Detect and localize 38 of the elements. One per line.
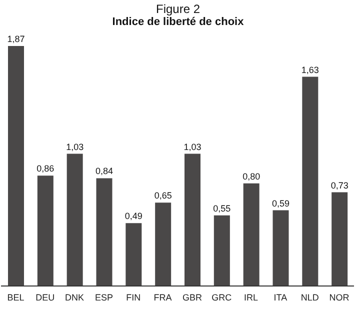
x-tick-label: ITA — [274, 292, 288, 302]
bar — [96, 178, 112, 286]
x-tick-label: DEU — [36, 292, 55, 302]
bar — [184, 154, 200, 286]
bar — [302, 76, 318, 286]
bar — [37, 176, 54, 286]
data-label: 0,84 — [95, 166, 114, 176]
data-label: 0,49 — [124, 211, 142, 222]
bar — [243, 183, 260, 286]
x-tick-label: BEL — [7, 292, 24, 302]
data-label: 0,65 — [154, 190, 172, 201]
x-tick-label: IRL — [244, 292, 258, 302]
x-tick-label: ESP — [94, 292, 113, 302]
bar — [214, 215, 230, 286]
bar — [272, 210, 289, 286]
x-tick-label: NOR — [329, 292, 350, 302]
data-label: 0,59 — [272, 198, 290, 208]
x-tick-label: NLD — [300, 292, 320, 302]
chart-title: Figure 2 — [154, 2, 202, 16]
data-label: 0,80 — [242, 171, 260, 182]
bar — [155, 202, 172, 286]
x-tick-label: FIN — [126, 292, 141, 302]
x-tick-label: GBR — [182, 292, 202, 302]
data-label: 0,55 — [213, 203, 231, 214]
x-tick-label: DNK — [65, 292, 84, 302]
data-label: 1,63 — [301, 64, 319, 75]
data-label: 1,03 — [184, 142, 202, 152]
bar — [332, 192, 348, 286]
bar — [66, 154, 83, 286]
chart-subtitle: Indice de liberté de choix — [111, 16, 245, 28]
data-label: 0,73 — [330, 180, 348, 190]
data-label: 1,87 — [7, 34, 25, 44]
bar — [126, 223, 142, 286]
x-tick-label: GRC — [212, 292, 232, 302]
data-label: 1,03 — [66, 142, 84, 152]
bar — [8, 46, 24, 286]
x-tick-label: FRA — [154, 292, 172, 302]
data-label: 0,86 — [36, 164, 54, 174]
